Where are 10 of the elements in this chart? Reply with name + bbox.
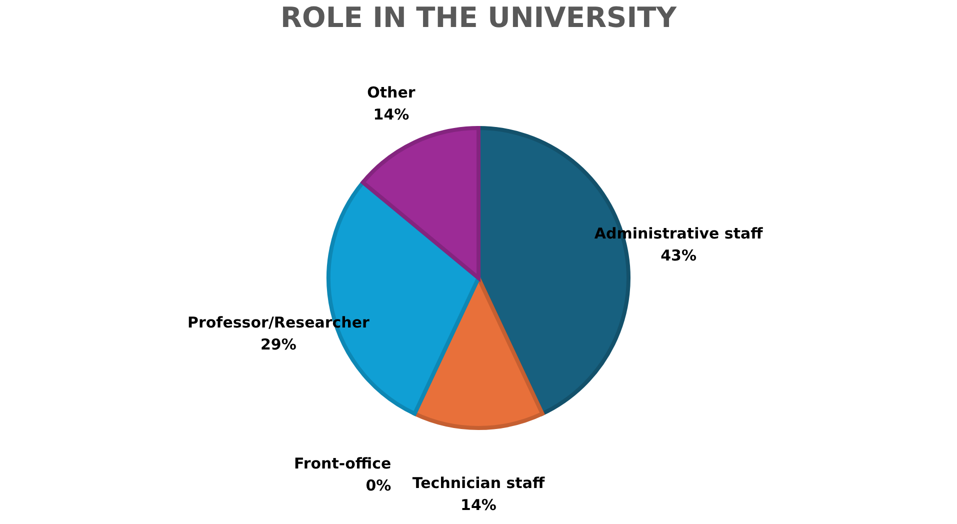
chart-title: ROLE IN THE UNIVERSITY: [280, 1, 678, 34]
data-label: 43%: [660, 246, 697, 264]
data-label: 14%: [373, 106, 410, 124]
slice-label: Technician staff: [412, 474, 546, 492]
category-label: Front-office: [294, 454, 392, 472]
data-label: 14%: [460, 496, 496, 514]
text: 0%: [366, 476, 392, 494]
pie-slice: [360, 126, 480, 280]
slice-label: Other: [367, 84, 416, 102]
data-label: 29%: [260, 336, 296, 354]
